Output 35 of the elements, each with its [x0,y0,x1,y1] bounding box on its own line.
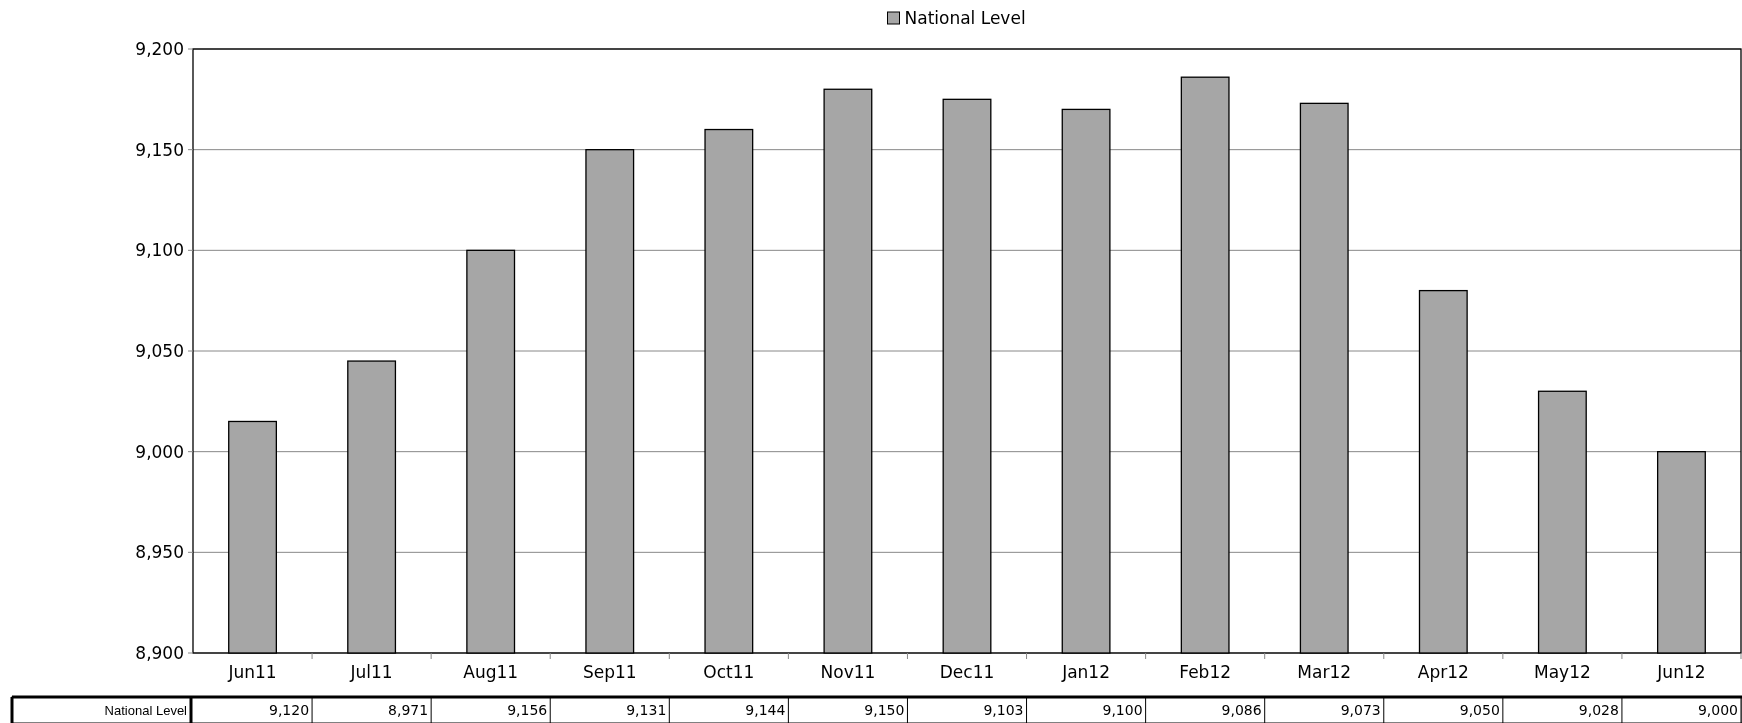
x-tick-label: May12 [1533,662,1591,682]
text: 9,120 [268,701,310,718]
x-tick-label: Sep11 [582,662,637,682]
y-tick-label: 9,050 [135,340,184,361]
x-tick-label: Dec11 [939,662,995,682]
x-tick-label: Nov11 [820,662,876,682]
y-tick-label: 9,100 [135,240,184,261]
text: 9,086 [1221,701,1262,718]
x-tick-label: Mar12 [1297,662,1352,682]
text: 9,028 [1578,701,1619,718]
y-tick-label: 9,000 [135,441,184,462]
x-tick-label: Aug11 [463,662,519,682]
x-tick-label: Jun12 [1656,662,1706,682]
x-tick-label: Jul11 [349,662,393,682]
text: 9,131 [626,701,667,718]
text: 9,144 [745,701,786,718]
x-tick-label: Apr12 [1417,662,1469,682]
y-tick-label: 9,200 [135,38,184,59]
y-tick-label: 9,150 [135,139,184,160]
x-tick-label: Jan12 [1061,662,1110,682]
y-tick-label: 8,900 [135,642,184,663]
text: 8,971 [388,701,429,718]
text: 9,000 [1697,701,1738,718]
x-tick-label: Oct11 [703,662,755,682]
y-tick-label: 8,950 [135,542,184,563]
text: National Level [104,702,187,718]
text: 9,103 [983,701,1024,718]
text: 9,100 [1102,701,1143,718]
text: 9,156 [507,701,548,718]
x-tick-label: Feb12 [1179,662,1232,682]
text: 9,150 [864,701,905,718]
text: 9,073 [1340,701,1381,718]
x-tick-label: Jun11 [227,662,277,682]
legend-label: National Level [904,7,1026,28]
text: 9,050 [1459,701,1500,718]
